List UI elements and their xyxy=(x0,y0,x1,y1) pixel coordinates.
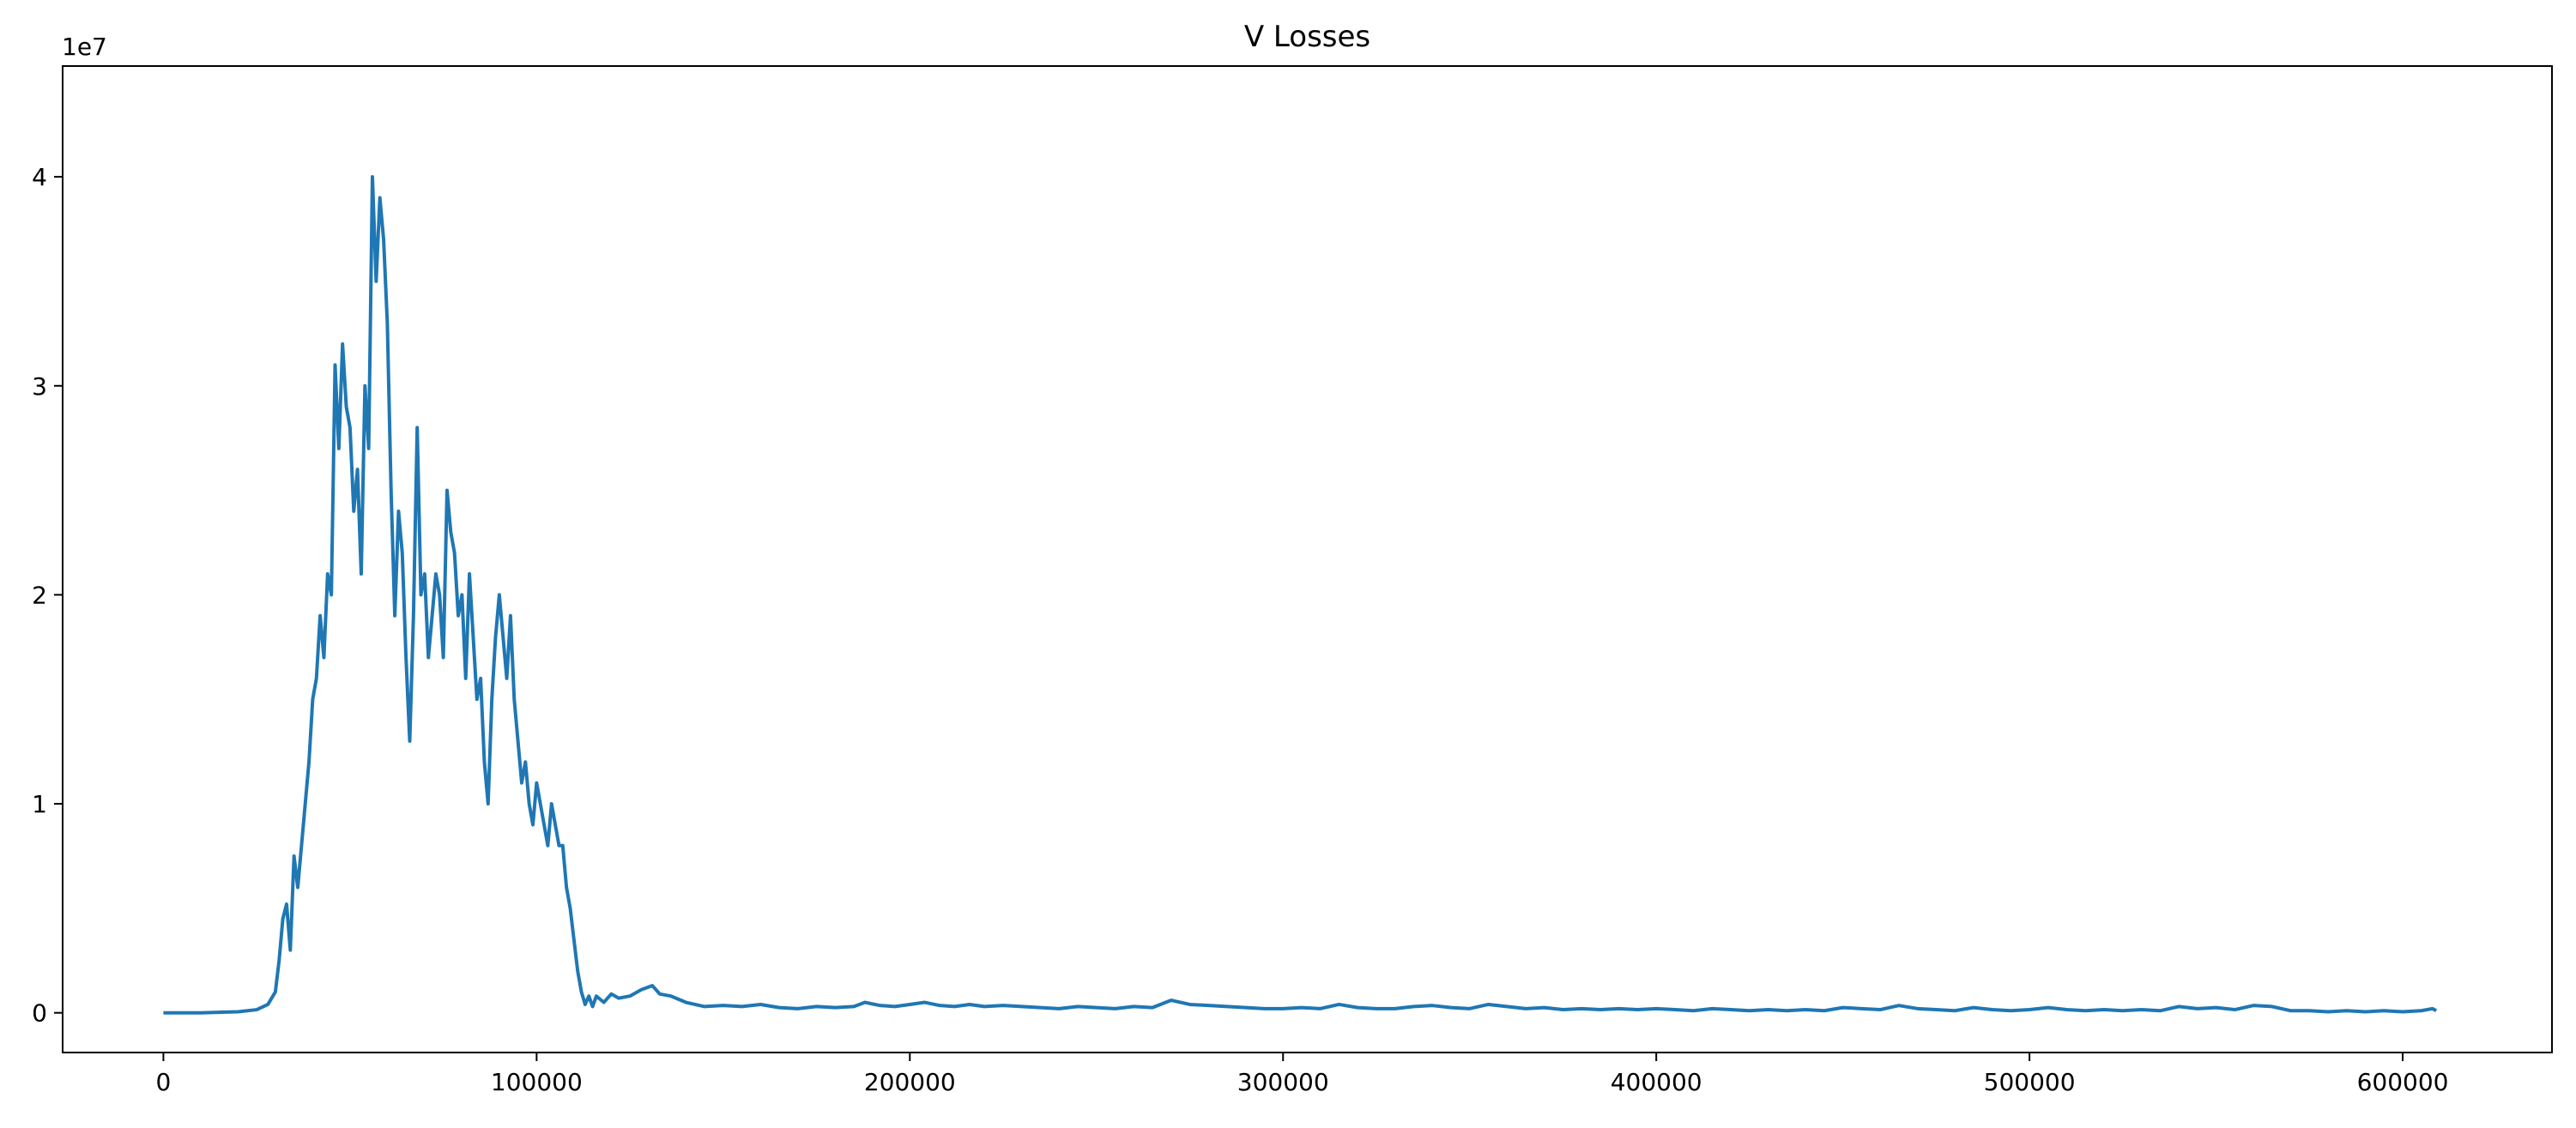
y-tick-label: 4 xyxy=(32,163,47,191)
y-tick-label: 2 xyxy=(32,581,47,609)
y-offset-label: 1e7 xyxy=(62,33,107,61)
chart-title: V Losses xyxy=(1244,20,1370,54)
x-tick-label: 600000 xyxy=(2357,1068,2449,1096)
plot-area xyxy=(163,175,2438,1015)
x-tick-label: 0 xyxy=(156,1068,172,1096)
y-axis: 0 1 2 3 4 xyxy=(32,163,63,1028)
x-axis: 0 100000 200000 300000 400000 500000 600000 xyxy=(156,1053,2449,1096)
axes-frame xyxy=(62,65,2553,1053)
x-tick-label: 300000 xyxy=(1237,1068,1329,1096)
x-tick-label: 500000 xyxy=(1984,1068,2076,1096)
x-tick-label: 100000 xyxy=(491,1068,583,1096)
y-tick-label: 1 xyxy=(32,790,47,818)
x-tick-label: 400000 xyxy=(1611,1068,1702,1096)
y-tick-label: 3 xyxy=(32,372,47,401)
y-tick-label: 0 xyxy=(32,999,47,1028)
series-line-0 xyxy=(163,175,2438,1015)
x-tick-label: 200000 xyxy=(864,1068,956,1096)
